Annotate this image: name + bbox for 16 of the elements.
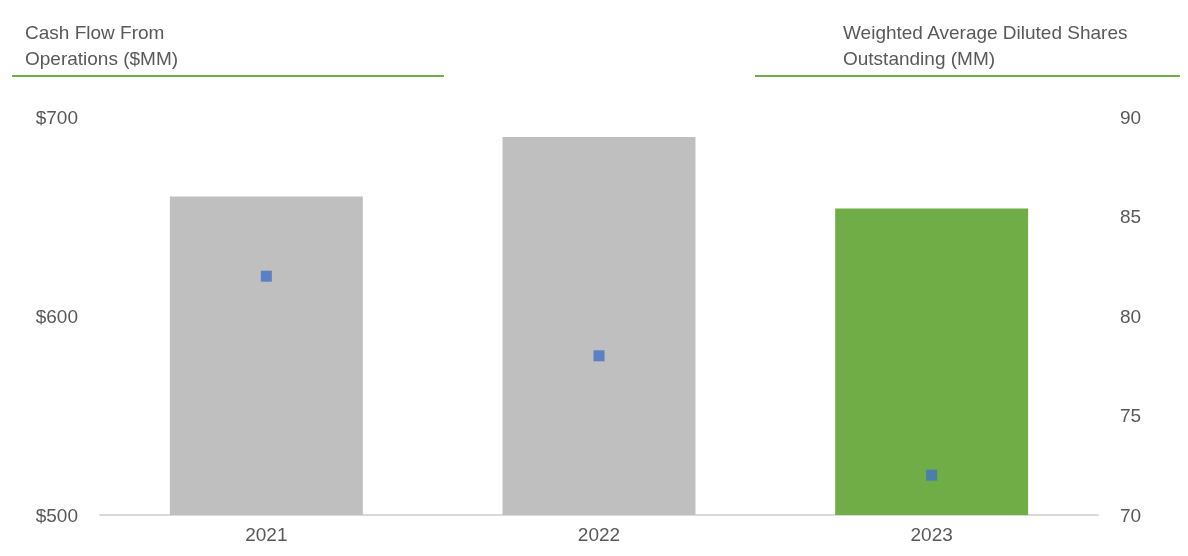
x-tick-label: 2022 xyxy=(577,524,621,545)
x-tick-label: 2023 xyxy=(910,524,953,545)
x-tick-label: 2021 xyxy=(245,524,288,545)
y-tick-label: $600 xyxy=(35,305,78,327)
y2-tick-label: 80 xyxy=(1120,305,1142,327)
y2-tick-label: 70 xyxy=(1120,504,1142,526)
y2-axis-title: Weighted Average Diluted Shares Outstanding (MM) xyxy=(843,21,1133,69)
y-axis-title: Cash Flow From Operations ($MM) xyxy=(25,21,179,69)
point xyxy=(926,469,938,481)
y-tick-label: $500 xyxy=(35,504,78,526)
y2-tick-label: 75 xyxy=(1120,405,1142,426)
y2-tick-label: 90 xyxy=(1120,106,1142,128)
point xyxy=(593,350,605,362)
y2-tick-label: 85 xyxy=(1120,206,1142,227)
y-tick-label: $700 xyxy=(35,106,78,128)
point xyxy=(260,270,272,282)
